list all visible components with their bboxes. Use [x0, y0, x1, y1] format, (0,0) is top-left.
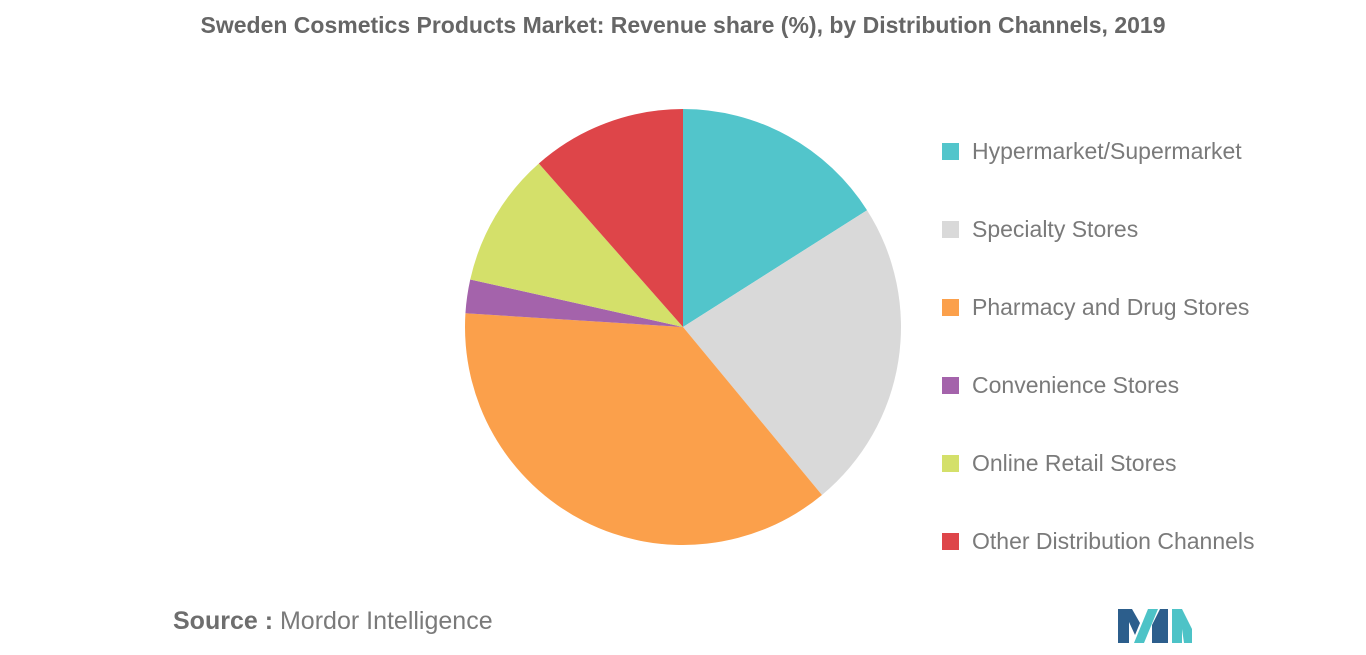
chart-title: Sweden Cosmetics Products Market: Revenu…	[200, 12, 1166, 38]
legend-swatch	[942, 376, 959, 394]
mordor-intelligence-logo-icon	[1118, 609, 1192, 643]
legend-swatch	[942, 454, 959, 472]
legend-label: Other Distribution Channels	[972, 527, 1255, 554]
source-text: Mordor Intelligence	[279, 607, 493, 635]
source-note: Source : Mordor Intelligence	[173, 607, 493, 636]
legend-label: Convenience Stores	[972, 371, 1180, 398]
legend-label: Hypermarket/Supermarket	[972, 137, 1242, 164]
legend-item: Pharmacy and Drug Stores	[942, 268, 1255, 346]
legend-item: Specialty Stores	[942, 190, 1255, 268]
legend-swatch	[942, 532, 959, 550]
pie-slice-other-distribution-channels	[538, 109, 683, 327]
legend-swatch	[942, 220, 959, 238]
legend-label: Specialty Stores	[972, 215, 1139, 242]
pie-slice-online-retail-stores	[470, 163, 683, 327]
legend-swatch	[942, 298, 959, 316]
legend-item: Hypermarket/Supermarket	[942, 112, 1255, 190]
source-label: Source :	[173, 607, 274, 635]
legend-label: Online Retail Stores	[972, 449, 1177, 476]
pie-slice-convenience-stores	[465, 279, 683, 327]
chart-legend: Hypermarket/Supermarket Specialty Stores P…	[942, 112, 1255, 580]
pie-slice-pharmacy-and-drug-stores	[464, 313, 822, 545]
legend-swatch	[942, 142, 959, 160]
pie-slice-hypermarket-supermarket	[683, 109, 868, 327]
legend-item: Convenience Stores	[942, 346, 1255, 424]
legend-item: Other Distribution Channels	[942, 502, 1255, 580]
pie-slice-specialty-stores	[683, 210, 901, 495]
legend-label: Pharmacy and Drug Stores	[972, 293, 1250, 320]
legend-item: Online Retail Stores	[942, 424, 1255, 502]
